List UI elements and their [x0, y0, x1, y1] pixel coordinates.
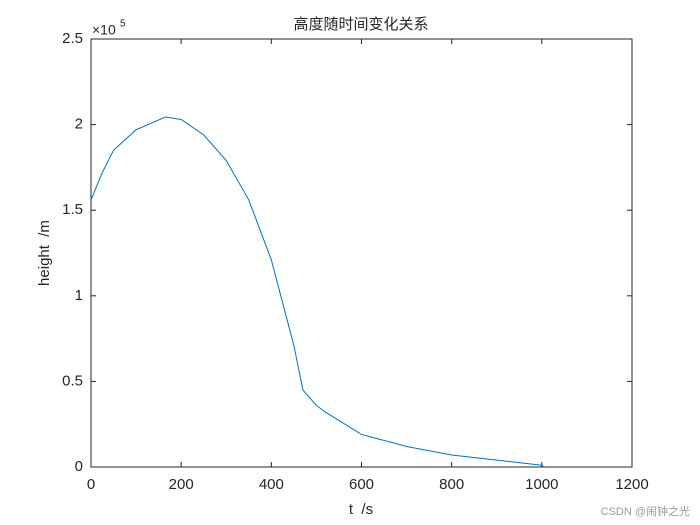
y-exponent: 5	[120, 19, 126, 30]
x-tick-label: 1200	[615, 476, 648, 493]
x-tick-label: 200	[169, 476, 194, 493]
y-tick-label: 0	[75, 458, 83, 475]
y-axis-label: height /m	[36, 220, 53, 286]
y-tick-label: 1.5	[62, 201, 83, 218]
y-tick-label: 1	[75, 287, 83, 304]
x-tick-label: 400	[259, 476, 284, 493]
chart-title: 高度随时间变化关系	[293, 16, 428, 33]
watermark: CSDN @闹钟之光	[601, 504, 690, 518]
y-tick-label: 2.5	[62, 30, 83, 47]
x-tick-label: 800	[439, 476, 464, 493]
x-tick-label: 600	[349, 476, 374, 493]
y-tick-label: 2	[75, 116, 83, 133]
y-tick-label: 0.5	[62, 372, 83, 389]
y-exponent-base: ×10	[92, 22, 116, 38]
x-tick-label: 0	[87, 476, 95, 493]
x-axis-label: t /s	[349, 501, 373, 518]
x-tick-label: 1000	[525, 476, 558, 493]
data-line	[90, 116, 545, 468]
